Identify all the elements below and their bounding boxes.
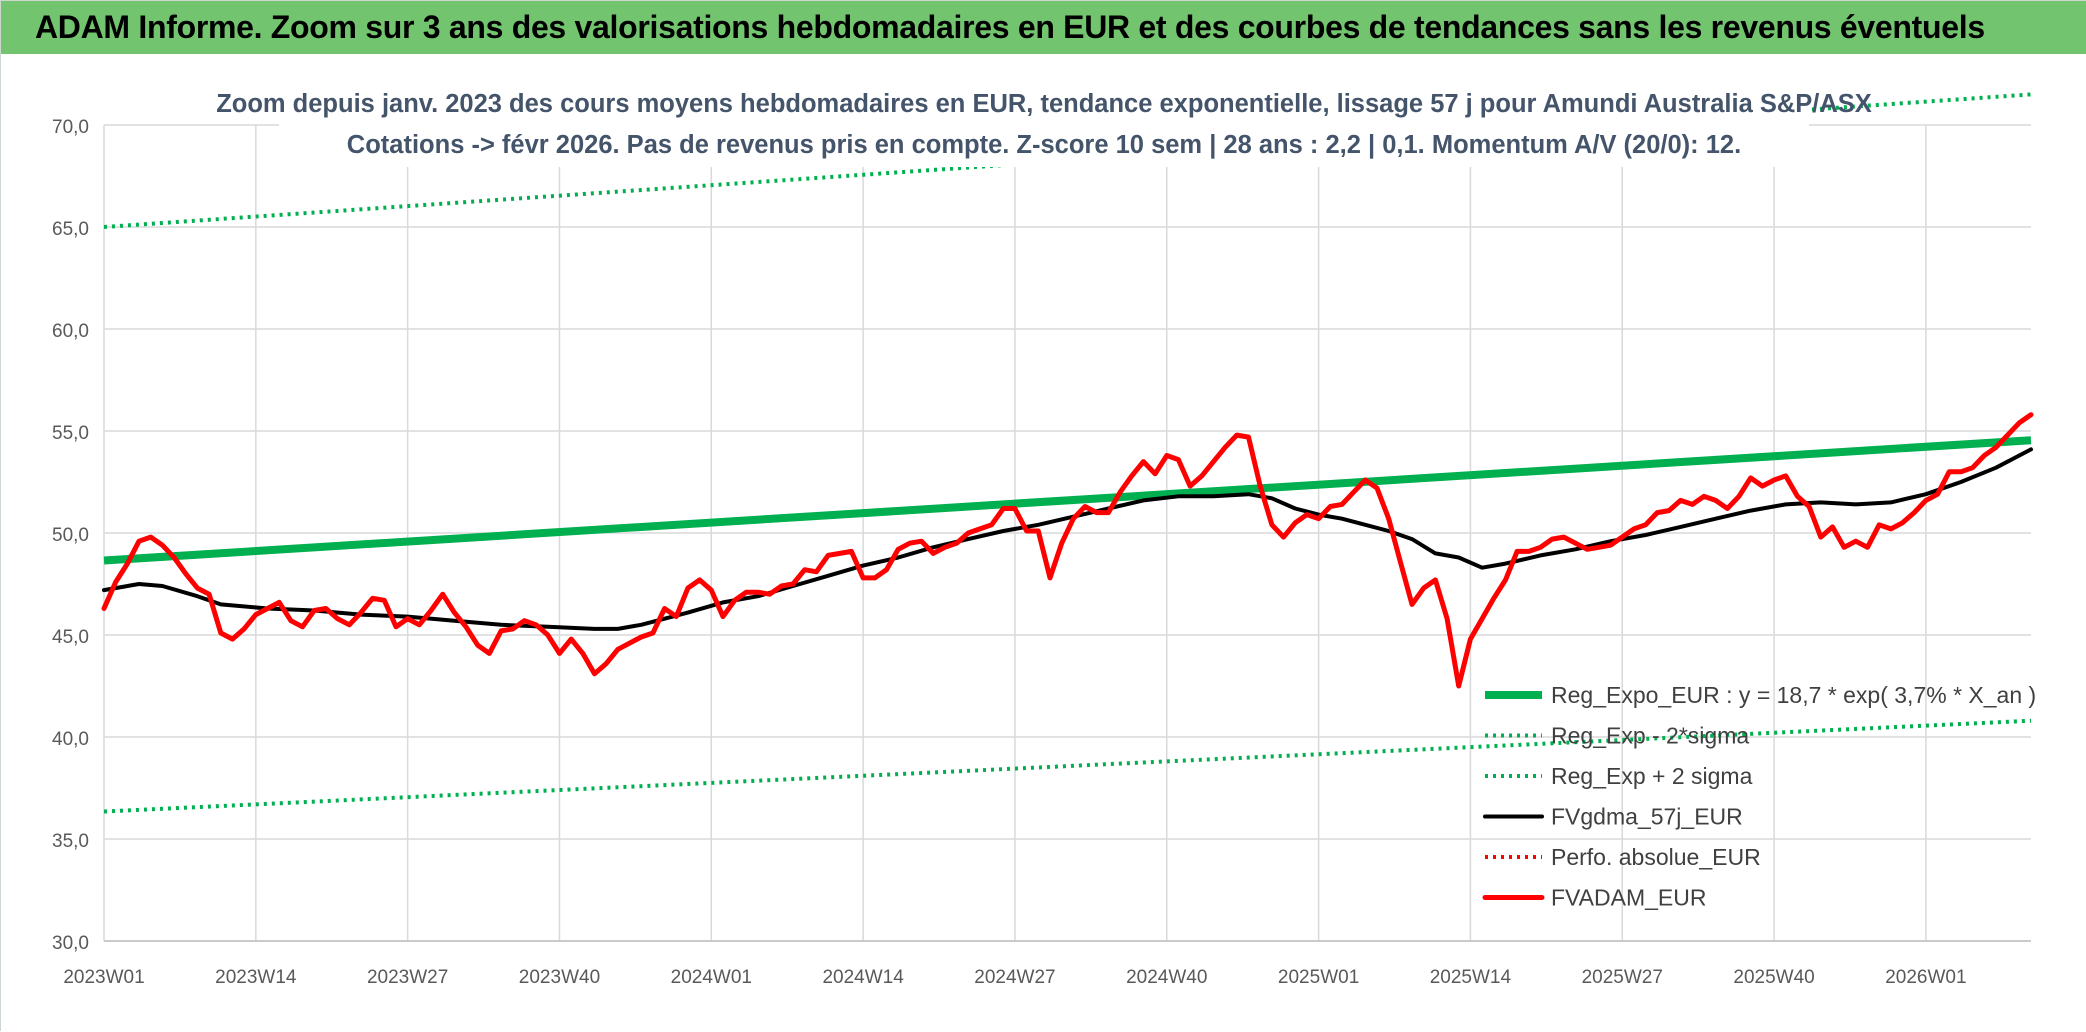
y-tick-label: 40,0: [52, 729, 89, 750]
x-tick-label: 2023W14: [215, 967, 297, 988]
x-tick-label: 2023W40: [519, 967, 600, 988]
y-tick-label: 35,0: [52, 831, 89, 852]
report-banner: ADAM Informe. Zoom sur 3 ans des valoris…: [1, 1, 2086, 54]
legend: Reg_Expo_EUR : y = 18,7 * exp( 3,7% * X_…: [1482, 682, 2036, 911]
y-tick-label: 45,0: [52, 627, 89, 648]
legend-label: FVADAM_EUR: [1551, 885, 1707, 911]
series-line-5: [101, 412, 2034, 689]
series-line-1: [103, 718, 2032, 814]
y-tick-label: 60,0: [52, 321, 89, 342]
legend-label: Reg_Exp - 2*sigma: [1551, 723, 1749, 749]
legend-label: Reg_Exp + 2 sigma: [1551, 763, 1753, 789]
series-line-0: [103, 436, 2032, 565]
y-tick-label: 30,0: [52, 933, 89, 954]
x-tick-label: 2024W27: [974, 967, 1055, 988]
legend-label: Perfo. absolue_EUR: [1551, 844, 1761, 870]
y-tick-label: 50,0: [52, 525, 89, 546]
y-tick-label: 65,0: [52, 219, 89, 240]
y-tick-label: 55,0: [52, 423, 89, 444]
chart-title-line2: Cotations -> févr 2026. Pas de revenus p…: [347, 131, 1741, 159]
x-tick-label: 2025W14: [1430, 967, 1512, 988]
x-tick-label: 2025W27: [1582, 967, 1663, 988]
x-tick-label: 2023W27: [367, 967, 448, 988]
report-title: ADAM Informe. Zoom sur 3 ans des valoris…: [35, 9, 1985, 45]
legend-label: Reg_Expo_EUR : y = 18,7 * exp( 3,7% * X_…: [1551, 682, 2036, 708]
x-tick-label: 2024W40: [1126, 967, 1207, 988]
chart-title-block: Zoom depuis janv. 2023 des cours moyens …: [216, 81, 1872, 167]
x-tick-label: 2024W01: [671, 967, 752, 988]
chart-title-line1: Zoom depuis janv. 2023 des cours moyens …: [216, 90, 1872, 118]
title-background: [279, 81, 1809, 167]
x-tick-label: 2025W40: [1733, 967, 1814, 988]
x-tick-label: 2025W01: [1278, 967, 1359, 988]
legend-label: FVgdma_57j_EUR: [1551, 804, 1743, 830]
x-tick-label: 2024W14: [822, 967, 904, 988]
y-tick-label: 70,0: [52, 117, 89, 138]
x-tick-label: 2026W01: [1885, 967, 1966, 988]
axis-labels: 30,0 35,0 40,0 45,0 50,0 55,0 60,0 65,0 70,0 2023…: [52, 117, 1967, 988]
series-line-3: [102, 447, 2033, 631]
x-tick-label: 2023W01: [63, 967, 144, 988]
